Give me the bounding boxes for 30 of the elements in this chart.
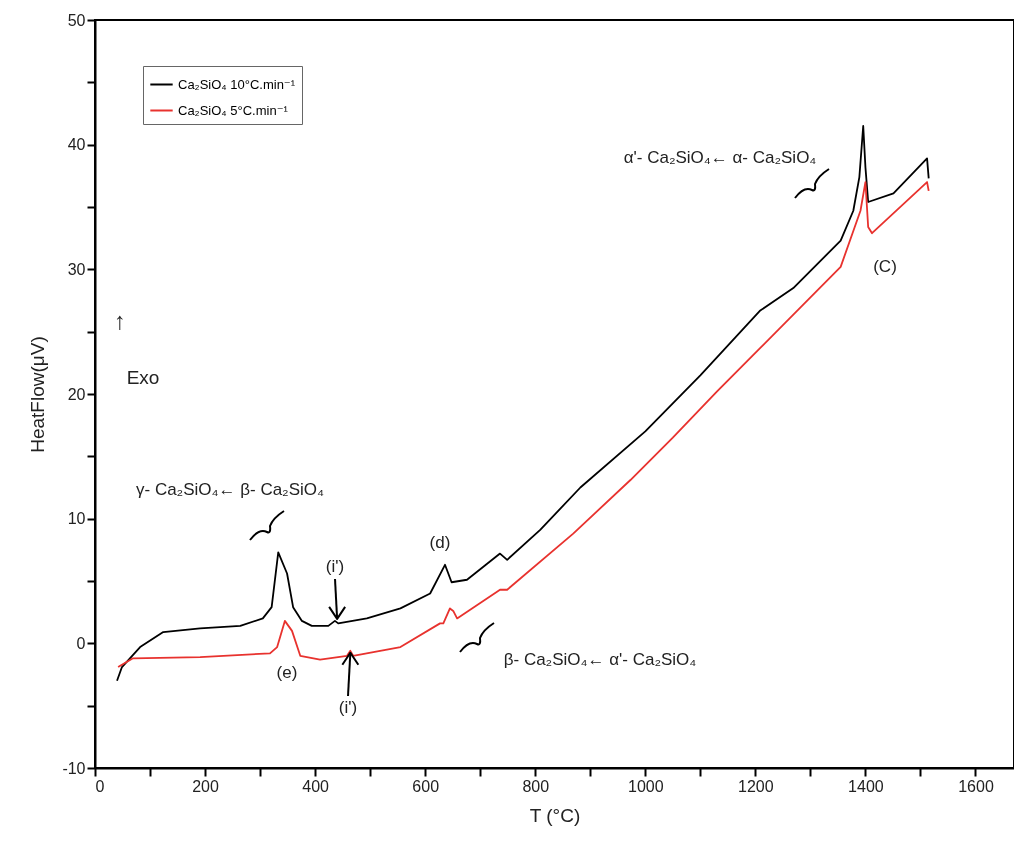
x-tick-label: 1600 bbox=[958, 777, 994, 795]
x-tick-label: 1000 bbox=[628, 777, 664, 795]
x-tick-label: 0 bbox=[95, 777, 105, 795]
annotation: (e) bbox=[276, 663, 298, 682]
annotation: β- Ca₂SiO₄← α'- Ca₂SiO₄ bbox=[503, 650, 697, 669]
annotation: (i') bbox=[325, 557, 345, 576]
annotation: ↑ bbox=[114, 307, 126, 334]
annotation: (C) bbox=[873, 257, 897, 276]
y-axis-title: HeatFlow(μV) bbox=[27, 336, 49, 453]
y-tick-label: 10 bbox=[67, 510, 86, 528]
annotation: γ- Ca₂SiO₄← β- Ca₂SiO₄ bbox=[136, 480, 325, 499]
y-tick-label: 30 bbox=[67, 260, 86, 278]
x-tick-label: 200 bbox=[192, 777, 220, 795]
legend-label: Ca₂SiO₄ 5°C.min⁻¹ bbox=[178, 102, 289, 118]
y-tick-label: 0 bbox=[76, 634, 86, 652]
y-tick-label: 20 bbox=[67, 385, 86, 403]
y-tick-label: 50 bbox=[67, 11, 86, 29]
x-tick-label: 1200 bbox=[738, 777, 774, 795]
y-tick-label: -10 bbox=[62, 759, 86, 777]
x-tick-label: 600 bbox=[412, 777, 440, 795]
x-tick-label: 400 bbox=[302, 777, 330, 795]
annotation: Exo bbox=[126, 367, 160, 388]
y-tick-label: 40 bbox=[67, 136, 86, 154]
x-tick-label: 1400 bbox=[848, 777, 884, 795]
annotation: α'- Ca₂SiO₄← α- Ca₂SiO₄ bbox=[623, 148, 817, 167]
annotation: (i') bbox=[338, 698, 358, 717]
x-axis-title: T (°C) bbox=[529, 804, 581, 826]
annotation: (d) bbox=[429, 533, 451, 552]
legend-label: Ca₂SiO₄ 10°C.min⁻¹ bbox=[178, 76, 296, 92]
x-tick-label: 800 bbox=[522, 777, 550, 795]
